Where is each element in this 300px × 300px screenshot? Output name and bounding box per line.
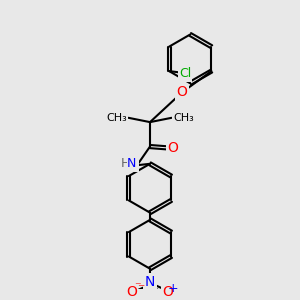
Text: O: O [162,285,173,299]
Text: ⁻: ⁻ [137,282,144,296]
Text: N: N [127,157,136,170]
Text: H: H [120,157,130,170]
Text: O: O [168,141,178,155]
Text: O: O [177,85,188,99]
Text: +: + [168,282,178,295]
Text: O: O [127,285,137,299]
Text: Cl: Cl [179,68,191,80]
Text: HN: HN [119,157,138,170]
Text: N: N [145,275,155,289]
Text: ⁻: ⁻ [135,280,141,293]
Text: CH₃: CH₃ [106,113,127,123]
Text: CH₃: CH₃ [173,113,194,123]
